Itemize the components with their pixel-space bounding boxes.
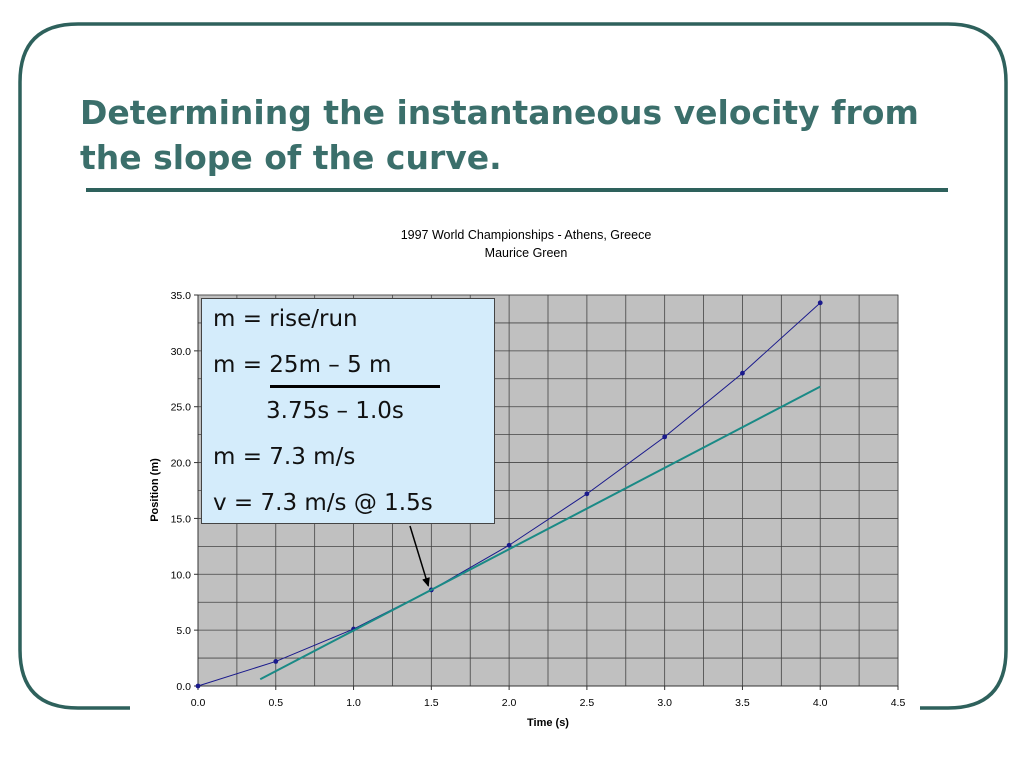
position-data-point (195, 683, 201, 689)
position-data-point (506, 542, 512, 548)
callout-line-slope: m = 7.3 m/s (213, 444, 356, 470)
axes (194, 294, 899, 690)
x-tick-label: 3.5 (735, 697, 750, 709)
position-data-point (273, 659, 279, 664)
slide-title-line-2: the slope of the curve. (80, 138, 502, 177)
x-tick-label: 4.5 (891, 697, 906, 709)
position-data-point (817, 300, 823, 306)
x-tick-label: 0.0 (191, 697, 206, 709)
x-tick-label: 1.5 (424, 697, 439, 709)
callout-line-denominator: 3.75s – 1.0s (266, 398, 404, 424)
slide-border (18, 22, 1008, 710)
x-tick-label: 3.0 (657, 697, 672, 709)
position-data-point (740, 370, 745, 376)
y-tick-label: 0.0 (176, 681, 191, 693)
callout-line-numerator: m = 25m – 5 m (213, 352, 392, 378)
x-tick-labels: 0.0 0.5 1.0 1.5 2.0 2.5 3.0 3.5 4.0 4.5 (191, 697, 906, 709)
chart-subtitle: Maurice Green (485, 246, 568, 260)
position-data-point (662, 434, 668, 440)
y-tick-labels: 0.0 5.0 10.0 15.0 20.0 25.0 30.0 35.0 (171, 290, 192, 693)
position-data-point (584, 491, 590, 497)
chart-title: 1997 World Championships - Athens, Greec… (401, 228, 652, 242)
y-tick-label: 30.0 (171, 346, 192, 358)
y-tick-label: 25.0 (171, 402, 192, 414)
title-underline (86, 188, 948, 192)
callout-line-velocity: v = 7.3 m/s @ 1.5s (213, 490, 433, 516)
x-tick-label: 2.5 (580, 697, 595, 709)
y-tick-label: 15.0 (171, 513, 192, 525)
x-tick-label: 0.5 (268, 697, 283, 709)
x-tick-label: 1.0 (346, 697, 361, 709)
series (195, 300, 823, 689)
fraction-bar (270, 385, 440, 388)
y-axis-label: Position (m) (149, 458, 161, 522)
slope-callout-box: m = rise/run m = 25m – 5 m 3.75s – 1.0s … (201, 298, 495, 524)
y-tick-label: 10.0 (171, 569, 192, 581)
callout-arrow (409, 525, 430, 587)
callout-line-rise-run: m = rise/run (213, 306, 358, 332)
x-axis-label: Time (s) (527, 717, 569, 729)
x-tick-label: 2.0 (502, 697, 517, 709)
slide-title: Determining the instantaneous velocity f… (80, 90, 980, 180)
y-tick-label: 35.0 (171, 290, 192, 302)
y-tick-label: 20.0 (171, 458, 192, 470)
tangent-line (259, 385, 821, 681)
x-tick-label: 4.0 (813, 697, 828, 709)
slide-title-line-1: Determining the instantaneous velocity f… (80, 93, 919, 132)
y-tick-label: 5.0 (176, 625, 191, 637)
